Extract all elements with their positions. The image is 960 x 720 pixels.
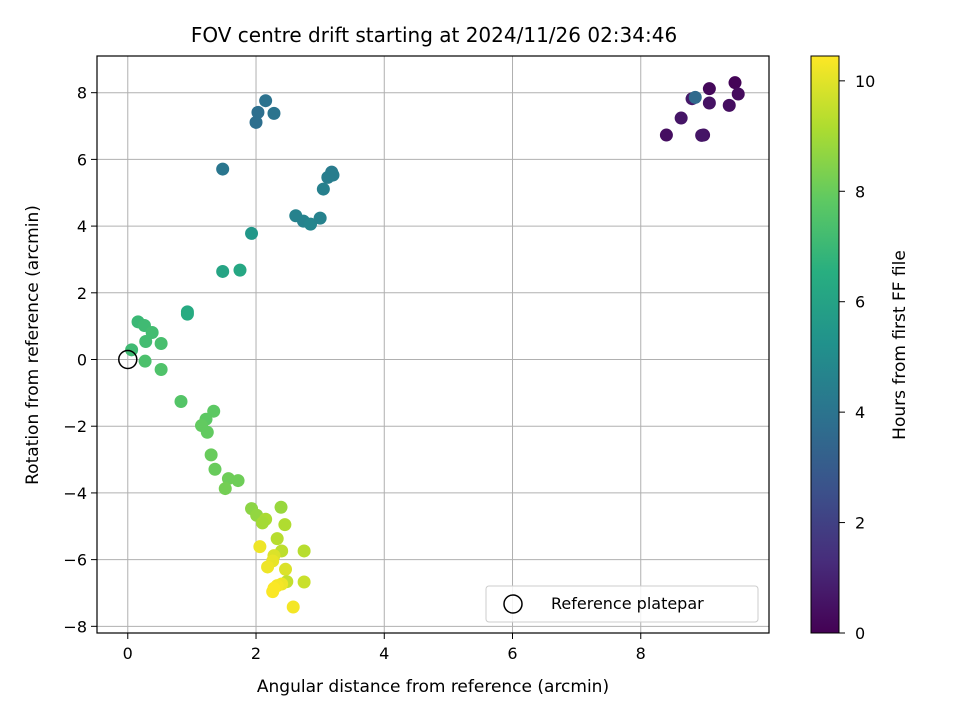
data-point <box>204 448 218 462</box>
data-point <box>659 128 673 142</box>
data-point <box>180 307 194 321</box>
y-tick-label: −4 <box>63 484 87 503</box>
y-tick-label: −2 <box>63 417 87 436</box>
data-point <box>154 336 168 350</box>
legend-marker <box>503 594 523 614</box>
x-tick-label: 4 <box>379 644 389 663</box>
data-point <box>138 354 152 368</box>
data-point <box>174 395 188 409</box>
legend: Reference platepar <box>485 585 759 623</box>
data-point <box>207 404 221 418</box>
data-point <box>253 540 267 554</box>
plot-frame <box>96 55 770 634</box>
y-tick-label: 2 <box>77 284 87 303</box>
data-point <box>154 363 168 377</box>
colorbar-tick-label: 2 <box>855 514 865 533</box>
grid <box>97 56 769 633</box>
x-tick-label: 2 <box>251 644 261 663</box>
colorbar-tick-label: 4 <box>855 403 865 422</box>
data-point <box>270 532 284 546</box>
data-point <box>261 560 275 574</box>
legend-entry-reference: Reference platepar <box>551 594 704 613</box>
data-point <box>267 106 281 120</box>
x-tick-label: 6 <box>507 644 517 663</box>
y-axis-label: Rotation from reference (arcmin) <box>23 205 43 485</box>
data-point <box>297 544 311 558</box>
data-point <box>728 76 742 90</box>
data-point <box>695 128 709 142</box>
data-point <box>274 500 288 514</box>
data-point <box>321 170 335 184</box>
y-tick-label: 8 <box>77 84 87 103</box>
data-point <box>731 87 745 101</box>
colorbar: 0 2 4 6 8 10 Hours from first FF file <box>810 55 910 643</box>
colorbar-tick-label: 8 <box>855 182 865 201</box>
data-point <box>251 105 265 119</box>
legend-box <box>485 585 759 623</box>
x-axis-label: Angular distance from reference (arcmin) <box>257 677 609 697</box>
colorbar-tick-label: 10 <box>855 72 875 91</box>
data-point <box>139 334 153 348</box>
data-points <box>125 76 745 614</box>
data-point <box>255 516 269 530</box>
data-point <box>278 518 292 532</box>
data-point <box>313 211 327 225</box>
data-point <box>249 115 263 129</box>
data-point <box>297 575 311 589</box>
data-point <box>231 474 245 488</box>
colorbar-tick-label: 6 <box>855 293 865 312</box>
data-point <box>702 82 716 96</box>
y-tick-label: 0 <box>77 351 87 370</box>
colorbar-label: Hours from first FF file <box>890 250 910 440</box>
data-point <box>200 425 214 439</box>
data-point <box>145 325 159 339</box>
colorbar-ticks: 0 2 4 6 8 10 <box>839 72 875 643</box>
x-tick-label: 0 <box>123 644 133 663</box>
data-point <box>245 226 259 240</box>
y-tick-label: 6 <box>77 150 87 169</box>
x-axis-ticks: 0 2 4 6 8 <box>123 633 646 663</box>
data-point <box>259 94 273 108</box>
data-point <box>304 217 318 231</box>
y-axis-ticks: −8 −6 −4 −2 0 2 4 6 8 <box>63 84 97 636</box>
data-point <box>233 263 247 277</box>
y-tick-label: 4 <box>77 217 87 236</box>
colorbar-tick-label: 0 <box>855 624 865 643</box>
colorbar-gradient <box>810 55 840 634</box>
x-tick-label: 8 <box>636 644 646 663</box>
data-point <box>216 264 230 278</box>
data-point <box>216 162 230 176</box>
chart-title: FOV centre drift starting at 2024/11/26 … <box>191 23 677 47</box>
reference-marker <box>118 349 138 370</box>
data-point <box>286 600 300 614</box>
data-point <box>702 96 716 110</box>
data-point <box>688 90 702 104</box>
y-tick-label: −6 <box>63 551 87 570</box>
data-point <box>279 562 293 576</box>
data-point <box>674 111 688 125</box>
data-point <box>218 482 232 496</box>
y-tick-label: −8 <box>63 617 87 636</box>
plot-area <box>96 55 770 634</box>
data-point <box>316 182 330 196</box>
data-point <box>722 98 736 112</box>
data-point <box>266 585 280 599</box>
data-point <box>208 462 222 476</box>
